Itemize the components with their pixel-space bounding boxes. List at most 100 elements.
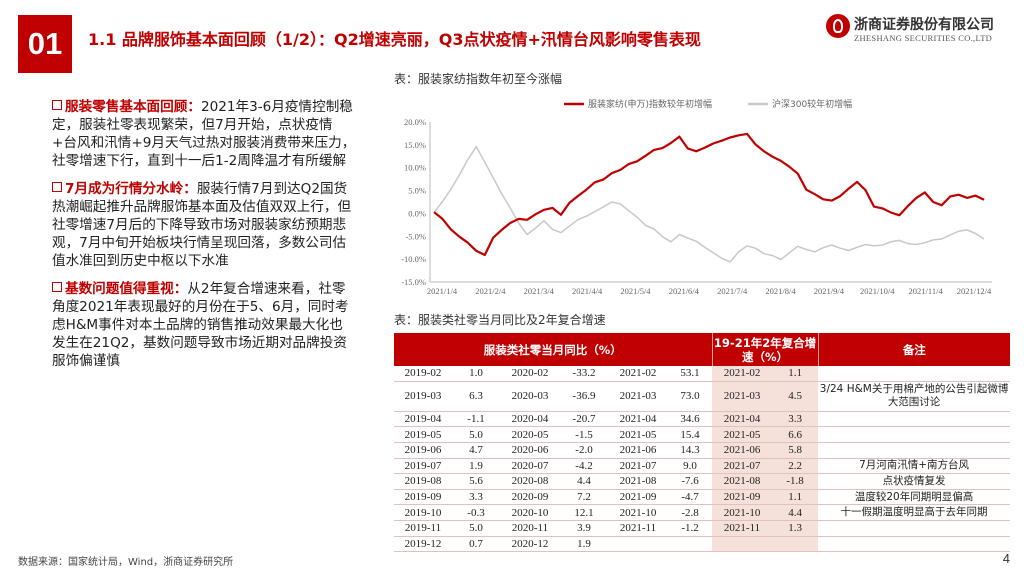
- bullet-text: 从2年复合增速来看，社零角度2021年表现最好的月份在于5、6月，同时考虑H&M…: [52, 281, 349, 369]
- section-number-badge: 01: [18, 15, 72, 73]
- table-cell-note: [818, 442, 1011, 459]
- table-cell-month: 2021-06: [712, 442, 773, 459]
- bullet-heading: 服装零售基本面回顾：: [65, 99, 201, 115]
- table-cell-month: 2021-10: [712, 504, 773, 521]
- table-cell-value: 5.8: [772, 442, 819, 459]
- table-cell-value: 2.2: [772, 458, 819, 475]
- x-tick-label: 2021/5/4: [620, 286, 651, 296]
- table-cell-note: 点状疫情复发: [818, 473, 1011, 490]
- chart-caption: 表：服装家纺指数年初至今涨幅: [394, 72, 563, 86]
- table-cell-month: 2019-07: [394, 458, 452, 475]
- checkbox-bullet-icon: [52, 182, 62, 192]
- table-cell-month: 2020-12: [500, 536, 560, 553]
- table-cell-value: 6.6: [772, 426, 819, 443]
- y-tick-label: 20.0%: [404, 117, 426, 127]
- legend-label: 沪深300较年初增幅: [772, 98, 852, 110]
- table-cell-month: 2021-07: [712, 458, 773, 475]
- table-cell-value: 3.9: [560, 520, 608, 537]
- table-caption: 表：服装类社零当月同比及2年复合增速: [394, 313, 606, 327]
- table-cell-month: 2021-06: [608, 442, 668, 459]
- table-cell-value: -1.8: [772, 473, 819, 490]
- company-logo: 浙商证券股份有限公司 ZHESHANG SECURITIES CO.,LTD: [826, 12, 1016, 48]
- table-cell-value: [772, 536, 819, 553]
- y-tick-label: 0.0%: [408, 208, 426, 218]
- table-row: 2019-08 5.6 2020-08 4.4 2021-08 -7.6 2021-08 -1…: [394, 473, 1011, 490]
- table-cell-note: [818, 426, 1011, 443]
- table-cell-value: -4.7: [668, 489, 713, 506]
- table-cell-note: 温度较20年同期明显偏高: [818, 489, 1011, 506]
- table-cell-value: -0.3: [452, 504, 500, 521]
- table-cell-month: 2020-05: [500, 426, 560, 443]
- table-cell-value: 3.3: [452, 489, 500, 506]
- section-number: 01: [27, 26, 63, 61]
- table-cell-month: 2021-04: [608, 411, 668, 428]
- table-cell-month: 2020-02: [500, 366, 560, 382]
- table-cell-month: 2020-08: [500, 473, 560, 490]
- retail-sales-table: 服装类社零当月同比（%） 19-21年2年复合增速（%） 备注 2019-02 1…: [394, 333, 1011, 553]
- logo-company-name: 浙商证券股份有限公司: [854, 17, 994, 33]
- table-cell-value: 73.0: [668, 381, 713, 412]
- table-row: 2019-10 -0.3 2020-10 12.1 2021-10 -2.8 2021-10…: [394, 504, 1011, 521]
- table-row: 2019-06 4.7 2020-06 -2.0 2021-06 14.3 2021-06 5…: [394, 442, 1011, 459]
- table-cell-value: -2.8: [668, 504, 713, 521]
- table-cell-value: 6.3: [452, 381, 500, 412]
- table-row: 2019-05 5.0 2020-05 -1.5 2021-05 15.4 2021-05 6…: [394, 426, 1011, 443]
- table-cell-value: 14.3: [668, 442, 713, 459]
- table-cell-note: 十一假期温度明显高于去年同期: [818, 504, 1011, 521]
- y-tick-label: 5.0%: [408, 186, 426, 196]
- index-line-chart: 20.0% 15.0% 10.0% 5.0% 0.0% -5.0% -10.0% -15.0%…: [401, 98, 992, 296]
- table-cell-month: 2019-11: [394, 520, 452, 537]
- table-cell-value: -36.9: [560, 381, 608, 412]
- table-cell-month: 2019-12: [394, 536, 452, 553]
- table-cell-value: -20.7: [560, 411, 608, 428]
- x-tick-label: 2021/11/4: [909, 286, 944, 296]
- table-cell-month: 2021-07: [608, 458, 668, 475]
- x-tick-label: 2021/9/4: [814, 286, 845, 296]
- bullet-2: 7月成为行情分水岭：服装行情7月到达Q2国货热潮崛起推升品牌服饰基本面及估值双双…: [52, 180, 356, 270]
- table-cell-value: 1.9: [452, 458, 500, 475]
- table-cell-month: 2019-06: [394, 442, 452, 459]
- table-cell-month: 2020-04: [500, 411, 560, 428]
- legend-label: 服装家纺(申万)指数较年初增幅: [588, 98, 712, 110]
- x-tick-label: 2021/6/4: [669, 286, 700, 296]
- checkbox-bullet-icon: [52, 282, 62, 292]
- table-cell-value: 15.4: [668, 426, 713, 443]
- table-cell-month: 2020-03: [500, 381, 560, 412]
- table-row: 2019-11 5.0 2020-11 3.9 2021-11 -1.2 2021-11 1.…: [394, 520, 1011, 537]
- table-cell-month: 2019-02: [394, 366, 452, 382]
- x-tick-label: 2021/1/4: [427, 286, 458, 296]
- table-cell-value: 53.1: [668, 366, 713, 382]
- table-cell-value: -2.0: [560, 442, 608, 459]
- bullet-text: 服装行情7月到达Q2国货热潮崛起推升品牌服饰基本面及估值双双上行，但社零增速7月…: [52, 181, 352, 269]
- x-tick-label: 2021/7/4: [717, 286, 748, 296]
- table-cell-value: 1.1: [772, 489, 819, 506]
- table-cell-value: 4.7: [452, 442, 500, 459]
- x-tick-label: 2021/3/4: [524, 286, 555, 296]
- table-cell-month: 2019-08: [394, 473, 452, 490]
- table-cell-note: 7月河南汛情+南方台风: [818, 458, 1011, 475]
- table-cell-value: 4.4: [560, 473, 608, 490]
- table-cell-month: 2021-03: [712, 381, 773, 412]
- table-cell-value: -1.5: [560, 426, 608, 443]
- table-cell-value: 1.3: [772, 520, 819, 537]
- x-tick-label: 2021/10/4: [860, 286, 895, 296]
- table-cell-value: 12.1: [560, 504, 608, 521]
- table-cell-month: 2021-08: [712, 473, 773, 490]
- page-number: 4: [1002, 551, 1010, 566]
- bullet-heading: 7月成为行情分水岭：: [65, 181, 197, 197]
- y-tick-label: -15.0%: [401, 277, 426, 287]
- table-cell-month: 2020-09: [500, 489, 560, 506]
- x-tick-label: 2021/2/4: [475, 286, 506, 296]
- table-cell-note: 3/24 H&M关于用棉产地的公告引起微博大范围讨论: [818, 381, 1011, 412]
- logo-company-name-en: ZHESHANG SECURITIES CO.,LTD: [854, 33, 993, 43]
- header-note: 备注: [818, 333, 1011, 366]
- table-cell-month: 2021-02: [608, 366, 668, 382]
- table-cell-month: 2019-03: [394, 381, 452, 412]
- table-row: 2019-04 -1.1 2020-04 -20.7 2021-04 34.6 2021-0…: [394, 411, 1011, 428]
- table-cell-note: [818, 366, 1011, 382]
- table-cell-month: 2021-05: [712, 426, 773, 443]
- table-cell-value: -7.6: [668, 473, 713, 490]
- y-tick-label: 15.0%: [404, 140, 426, 150]
- bullet-heading: 基数问题值得重视：: [65, 281, 188, 297]
- table-cell-month: 2020-06: [500, 442, 560, 459]
